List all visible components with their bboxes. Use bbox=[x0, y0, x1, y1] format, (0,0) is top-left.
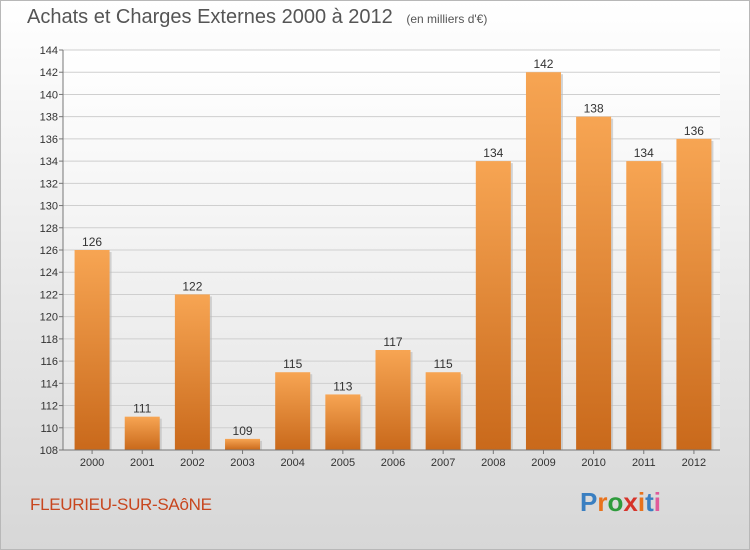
logo-letter: i bbox=[653, 487, 661, 517]
bar-2011 bbox=[626, 161, 662, 450]
chart-title: Achats et Charges Externes 2000 à 2012 (… bbox=[27, 6, 487, 29]
x-tick-label: 2010 bbox=[581, 457, 605, 469]
bar-2002 bbox=[174, 294, 210, 450]
y-tick-label: 118 bbox=[40, 334, 58, 346]
y-tick-label: 132 bbox=[40, 178, 58, 190]
bar-value-label: 134 bbox=[483, 146, 503, 160]
logo-letter: P bbox=[580, 487, 598, 517]
y-tick-label: 110 bbox=[40, 423, 58, 435]
logo-letter: i bbox=[637, 487, 646, 517]
y-tick-label: 124 bbox=[40, 267, 58, 279]
y-tick-label: 144 bbox=[40, 45, 58, 57]
bar-value-label: 134 bbox=[634, 146, 654, 160]
x-tick-label: 2003 bbox=[230, 457, 254, 469]
x-tick-label: 2004 bbox=[280, 457, 304, 469]
bars: 126 111 122 109 115 113 117 115 134 142 138 134 136 bbox=[74, 57, 714, 451]
place-name: FLEURIEU-SUR-SAôNE bbox=[30, 495, 212, 514]
y-tick-label: 130 bbox=[40, 201, 58, 213]
y-tick-label: 142 bbox=[40, 67, 58, 79]
bar-value-label: 109 bbox=[233, 424, 253, 438]
x-tick-label: 2011 bbox=[632, 457, 656, 469]
bar-value-label: 117 bbox=[383, 335, 402, 349]
y-tick-label: 122 bbox=[40, 289, 58, 301]
bar-2004 bbox=[275, 372, 311, 450]
y-tick-label: 108 bbox=[40, 445, 58, 457]
bar-value-label: 111 bbox=[133, 402, 152, 416]
x-tick-label: 2012 bbox=[682, 457, 706, 469]
x-tick-label: 2000 bbox=[80, 457, 104, 469]
x-tick-label: 2002 bbox=[180, 457, 204, 469]
y-tick-label: 114 bbox=[40, 378, 58, 390]
chart-subtitle: (en milliers d'€) bbox=[406, 12, 488, 26]
bar-2005 bbox=[325, 394, 361, 450]
logo-letter: t bbox=[645, 487, 654, 517]
bar-2001 bbox=[124, 416, 160, 450]
y-tick-label: 136 bbox=[40, 134, 58, 146]
bar-value-label: 138 bbox=[584, 102, 604, 116]
y-tick-label: 138 bbox=[40, 112, 58, 124]
x-tick-label: 2008 bbox=[481, 457, 505, 469]
bar-2008 bbox=[475, 161, 511, 450]
y-tick-label: 140 bbox=[40, 89, 58, 101]
bar-value-label: 142 bbox=[533, 57, 553, 71]
bar-2000 bbox=[74, 250, 110, 450]
x-tick-label: 2007 bbox=[431, 457, 455, 469]
bar-value-label: 115 bbox=[283, 357, 302, 371]
y-tick-label: 120 bbox=[40, 312, 58, 324]
x-axis: 2000 2001 2002 2003 2004 2005 2006 2007 2008 2009… bbox=[63, 449, 720, 469]
x-tick-label: 2006 bbox=[381, 457, 405, 469]
y-tick-label: 128 bbox=[40, 223, 58, 235]
y-axis: 108 110 112 114 116 118 120 122 124 126 128 130 132 1… bbox=[40, 45, 64, 457]
bar-2003 bbox=[225, 438, 261, 450]
x-tick-label: 2001 bbox=[130, 457, 154, 469]
bar-2010 bbox=[576, 116, 612, 451]
bar-value-label: 113 bbox=[333, 379, 352, 393]
y-tick-label: 126 bbox=[40, 245, 58, 257]
bar-value-label: 136 bbox=[684, 124, 704, 138]
bar-value-label: 122 bbox=[182, 279, 202, 293]
y-tick-label: 116 bbox=[40, 356, 58, 368]
y-tick-label: 134 bbox=[40, 156, 58, 168]
logo-letter: r bbox=[597, 487, 608, 517]
bar-value-label: 126 bbox=[82, 235, 102, 249]
bar-2006 bbox=[375, 350, 411, 450]
logo-letter: x bbox=[623, 487, 638, 517]
proxiti-logo: Proxiti bbox=[580, 487, 661, 518]
x-tick-label: 2009 bbox=[531, 457, 555, 469]
chart-title-text: Achats et Charges Externes 2000 à 2012 bbox=[27, 6, 393, 28]
bar-2007 bbox=[425, 372, 461, 450]
bar-value-label: 115 bbox=[434, 357, 453, 371]
logo-letter: o bbox=[607, 487, 624, 517]
x-tick-label: 2005 bbox=[331, 457, 355, 469]
y-tick-label: 112 bbox=[40, 401, 58, 413]
bar-2012 bbox=[676, 138, 712, 450]
bar-2009 bbox=[525, 72, 561, 450]
